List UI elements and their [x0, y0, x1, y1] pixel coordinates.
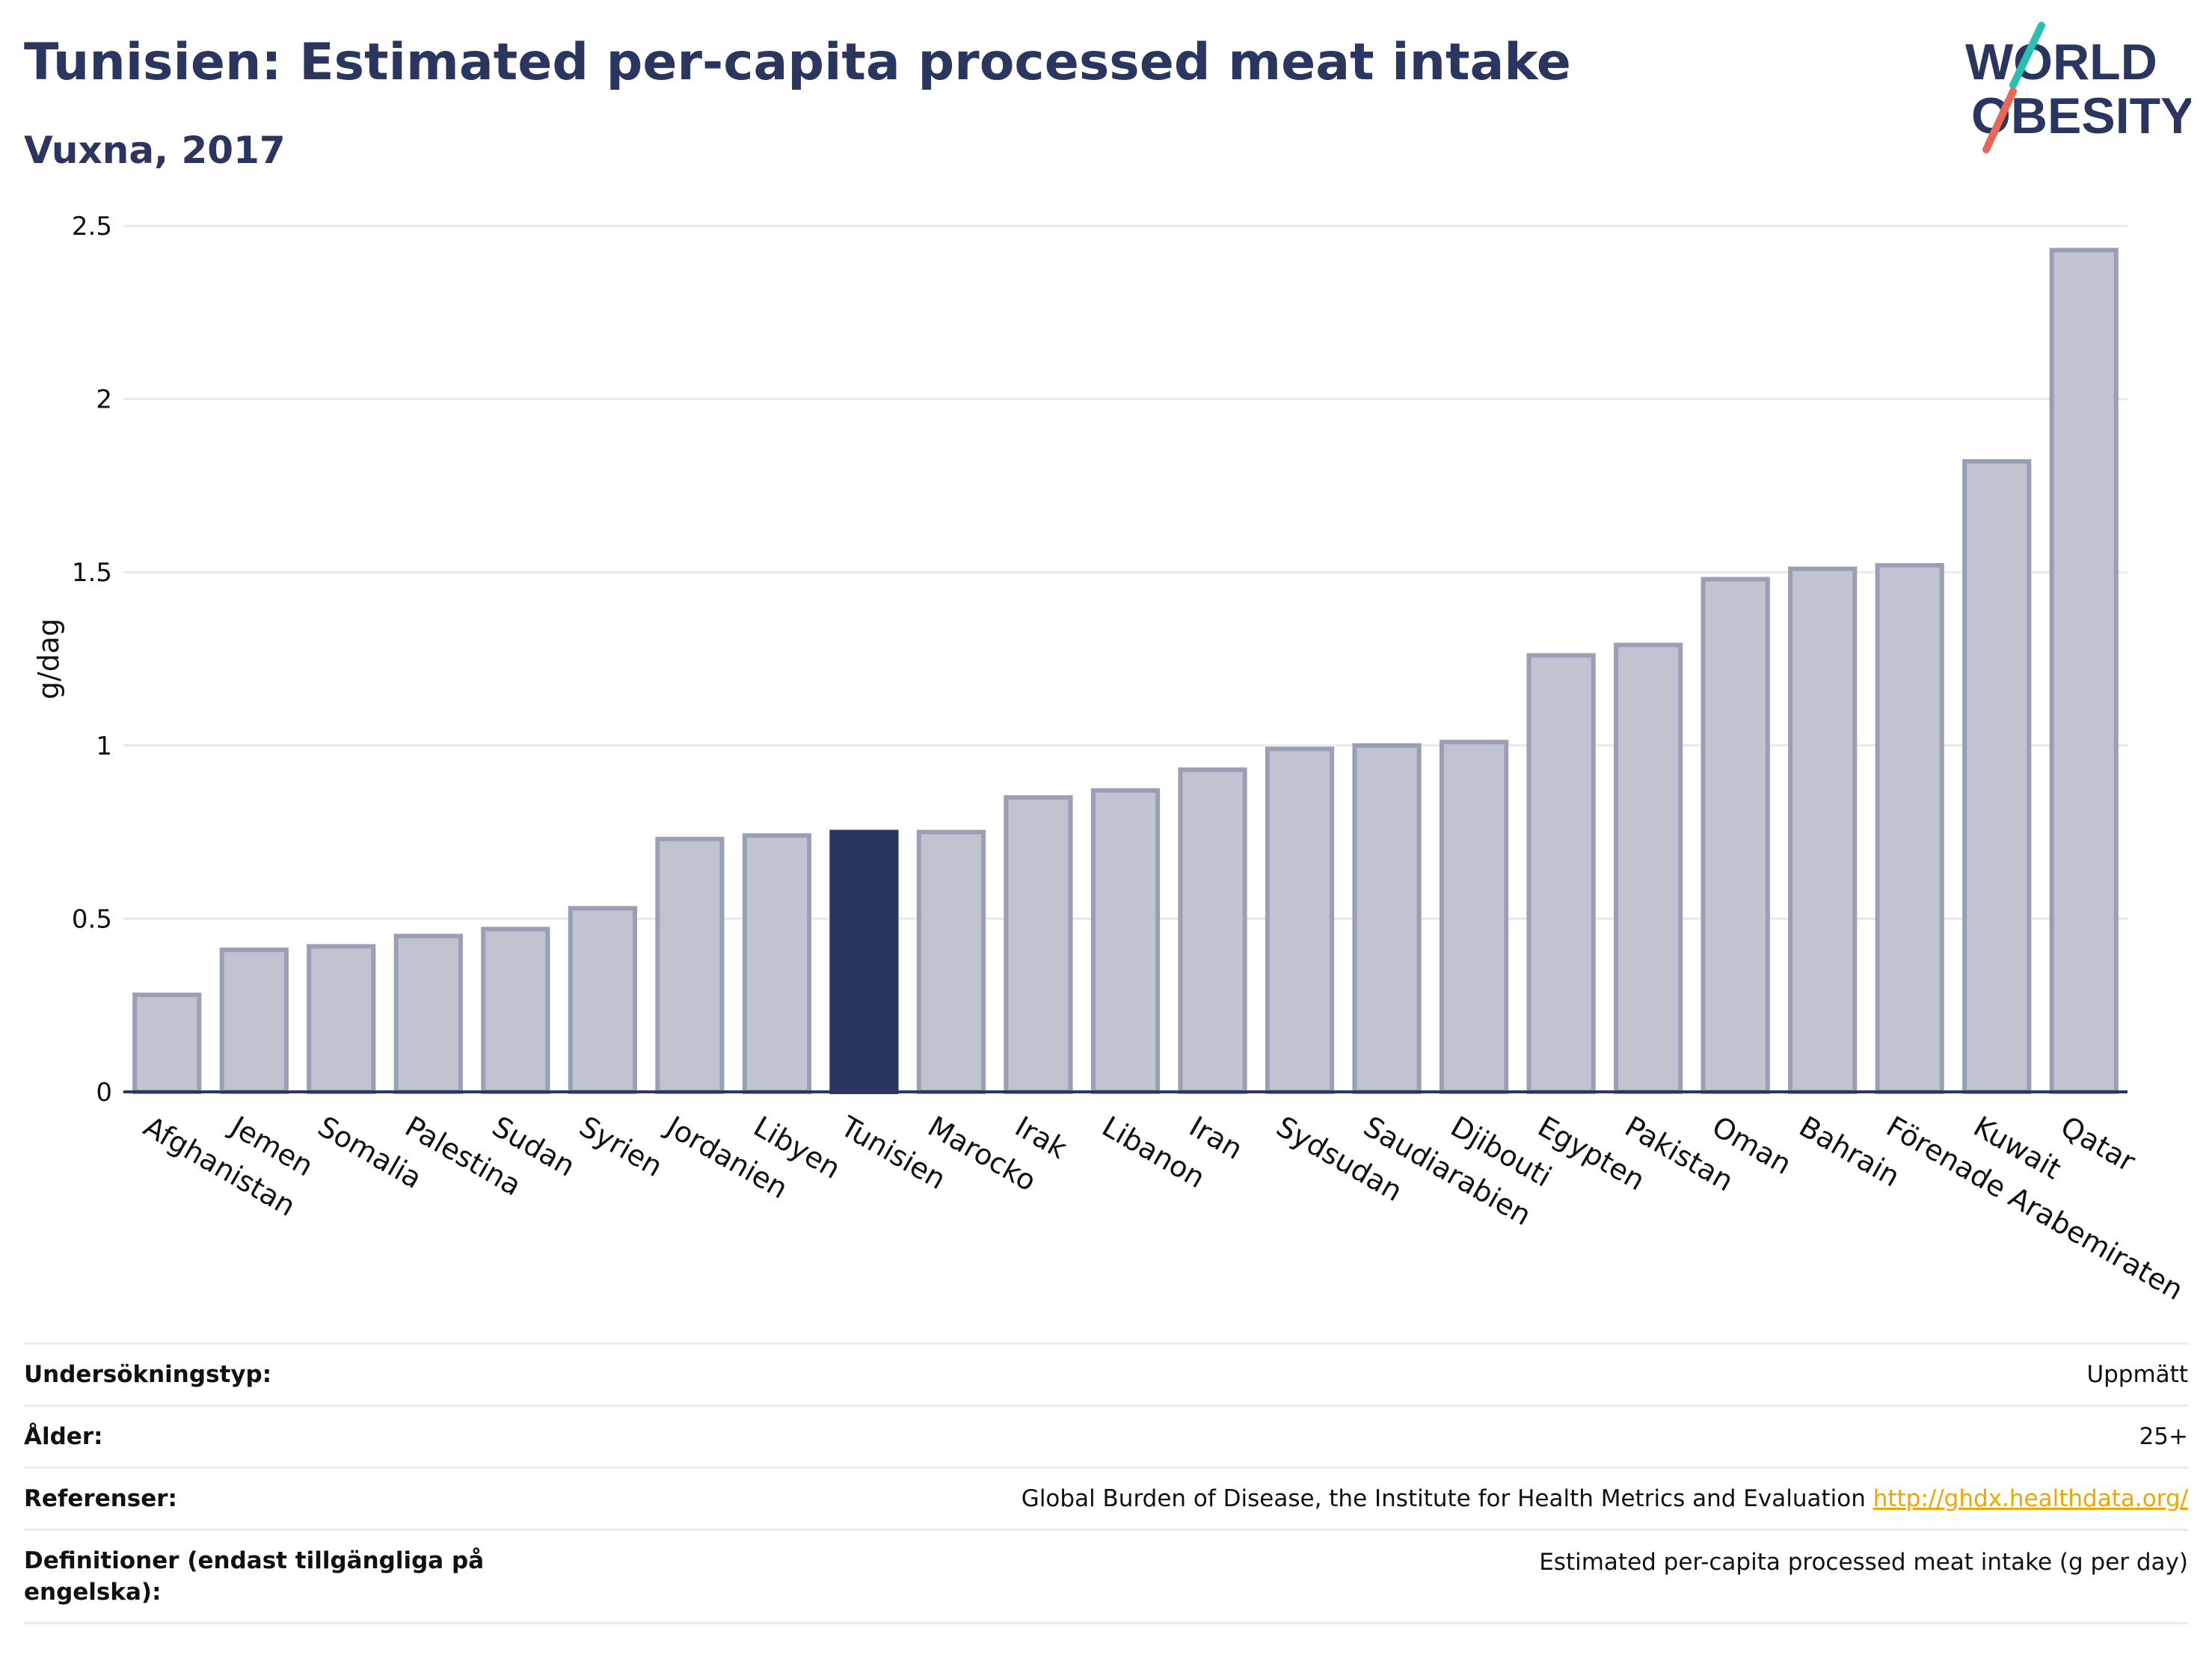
page-title: Tunisien: Estimated per-capita processed…: [24, 33, 1571, 92]
reference-link[interactable]: http://ghdx.healthdata.org/: [1872, 1485, 2188, 1512]
bar-egypten[interactable]: [1526, 653, 1596, 1094]
bars: [132, 248, 2119, 1095]
y-tick-labels: 0 0.5 1 1.5 2 2.5: [72, 212, 112, 1108]
bar-sydsudan[interactable]: [1265, 746, 1335, 1094]
info-value: Estimated per-capita processed meat inta…: [1539, 1549, 2188, 1576]
info-value: Global Burden of Disease, the Institute …: [1021, 1485, 2188, 1512]
info-label: Ålder:: [24, 1423, 103, 1450]
y-tick-label: 2: [96, 385, 112, 415]
info-row-references: Referenser: Global Burden of Disease, th…: [24, 1467, 2188, 1529]
bar-jemen[interactable]: [219, 948, 289, 1095]
bar-jordanien[interactable]: [655, 836, 725, 1094]
x-tick-label: Qatar: [2055, 1110, 2141, 1179]
page-subtitle: Vuxna, 2017: [24, 129, 286, 172]
bar-saudiarabien[interactable]: [1352, 743, 1422, 1094]
bar-marocko[interactable]: [916, 829, 986, 1094]
info-label: Definitioner (endast tillgängliga på eng…: [24, 1547, 485, 1606]
bar-tunisien[interactable]: [829, 829, 899, 1094]
bar-bahrain[interactable]: [1788, 566, 1858, 1094]
logo-text-world: WORLD: [1965, 34, 2157, 90]
y-tick-label: 1: [96, 731, 112, 761]
bar-iran[interactable]: [1178, 767, 1247, 1094]
bar-somalia[interactable]: [307, 944, 376, 1095]
world-obesity-logo: WORLD OBESITY: [1965, 22, 2191, 153]
info-row-definitions: Definitioner (endast tillgängliga på eng…: [24, 1529, 2188, 1624]
logo-teal-stroke: [2009, 22, 2045, 89]
x-tick-labels: AfghanistanJemenSomaliaPalestinaSudanSyr…: [138, 1109, 2189, 1307]
bar-sudan[interactable]: [481, 927, 550, 1095]
bar-pakistan[interactable]: [1614, 642, 1683, 1094]
info-label: Undersökningstyp:: [24, 1361, 272, 1388]
bar-chart: 0 0.5 1 1.5 2 2.5 AfghanistanJemenSomaliaPale…: [32, 212, 2189, 1307]
y-tick-label: 2.5: [72, 212, 112, 242]
info-label: Referenser:: [24, 1485, 177, 1512]
bar-kuwait[interactable]: [1962, 458, 2032, 1094]
info-row-survey-type: Undersökningstyp: Uppmätt: [24, 1342, 2188, 1404]
bar-libanon[interactable]: [1090, 788, 1161, 1094]
bar-libyen[interactable]: [742, 833, 812, 1095]
bar-qatar[interactable]: [2049, 248, 2119, 1095]
bar-afghanistan[interactable]: [132, 992, 202, 1094]
bar-djibouti[interactable]: [1439, 740, 1509, 1095]
info-value: 25+: [2139, 1423, 2188, 1450]
y-tick-label: 0.5: [72, 904, 112, 934]
y-tick-label: 1.5: [72, 558, 112, 588]
y-tick-label: 0: [96, 1078, 112, 1108]
x-tick-label: Syrien: [574, 1110, 668, 1183]
reference-text: Global Burden of Disease, the Institute …: [1021, 1485, 1866, 1512]
y-axis-label: g/dag: [32, 618, 65, 699]
bar-förenade-arabemiraten[interactable]: [1875, 562, 1944, 1094]
logo-coral-stroke: [1982, 87, 2017, 153]
bar-syrien[interactable]: [568, 906, 637, 1095]
x-tick-label: Bahrain: [1794, 1110, 1905, 1194]
info-row-age: Ålder: 25+: [24, 1404, 2188, 1467]
bar-irak[interactable]: [1004, 795, 1073, 1095]
info-table: Undersökningstyp: Uppmätt Ålder: 25+ Ref…: [24, 1342, 2188, 1624]
bar-palestina[interactable]: [393, 933, 463, 1095]
bar-oman[interactable]: [1701, 577, 1770, 1094]
info-value: Uppmätt: [2086, 1361, 2188, 1388]
